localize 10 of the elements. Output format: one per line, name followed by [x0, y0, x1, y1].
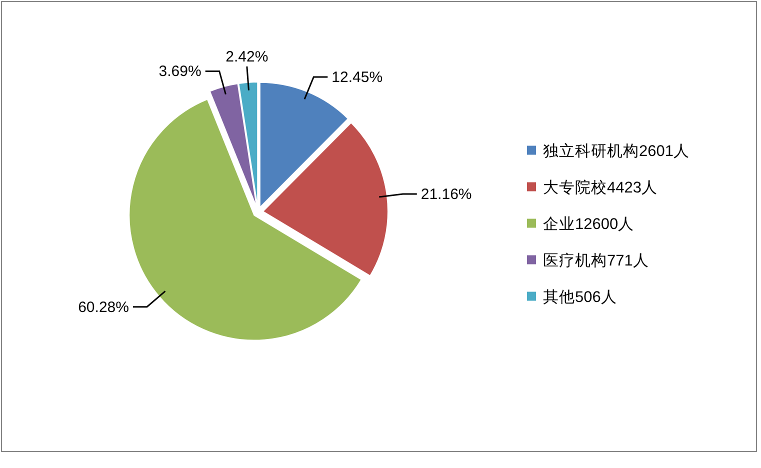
legend-label: 医疗机构771人	[543, 251, 649, 270]
legend-label: 大专院校4423人	[543, 178, 658, 196]
legend-label: 其他506人	[543, 288, 617, 306]
legend-label: 企业12600人	[543, 214, 634, 233]
data-label: 60.28%	[78, 298, 129, 316]
data-label: 21.16%	[420, 186, 472, 203]
data-label: 2.42%	[226, 48, 268, 66]
data-label: 3.69%	[158, 63, 202, 80]
legend-label: 独立科研机构2601人	[543, 142, 690, 160]
data-label: 12.45%	[332, 69, 383, 86]
